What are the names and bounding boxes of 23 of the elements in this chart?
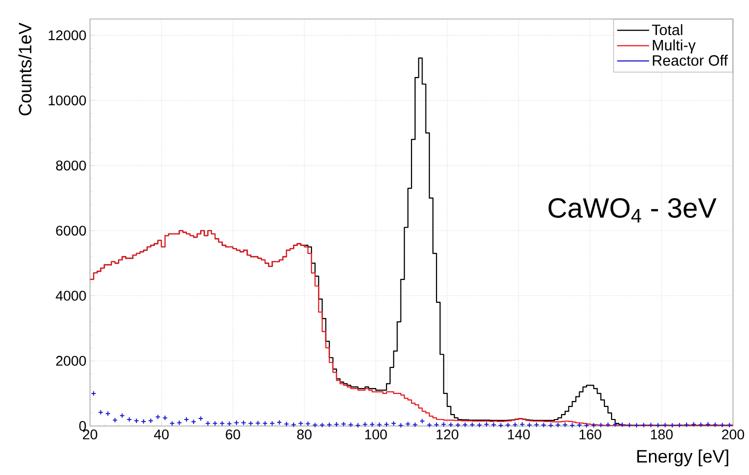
- y-tick-label: 0: [79, 421, 86, 431]
- y-tick-label: 2000: [56, 356, 86, 366]
- y-tick-label: 12000: [48, 30, 86, 40]
- y-tick-label: 8000: [56, 160, 86, 170]
- x-tick-label: 80: [297, 430, 312, 440]
- x-axis-title: Energy [eV]: [637, 450, 728, 466]
- x-tick-label: 40: [154, 430, 169, 440]
- x-tick-label: 120: [436, 430, 458, 440]
- legend-label: Multi-γ: [652, 39, 696, 54]
- x-tick-label: 200: [722, 430, 744, 440]
- y-tick-label: 6000: [56, 226, 86, 236]
- x-tick-label: 180: [650, 430, 673, 440]
- x-tick-label: 160: [580, 430, 602, 440]
- x-tick-label: 100: [365, 430, 387, 440]
- y-tick-label: 4000: [56, 290, 86, 301]
- x-tick-label: 60: [226, 430, 240, 440]
- y-tick-label: 10000: [48, 95, 86, 106]
- x-tick-label: 20: [82, 430, 98, 440]
- y-axis-title: Counts/1eV: [18, 22, 32, 116]
- x-tick-label: 140: [508, 430, 530, 440]
- annotation: CaWO$_{4}$ - 3eV: [548, 198, 716, 222]
- legend-label: Total: [652, 24, 682, 36]
- legend-label: Reactor Off: [652, 54, 728, 66]
